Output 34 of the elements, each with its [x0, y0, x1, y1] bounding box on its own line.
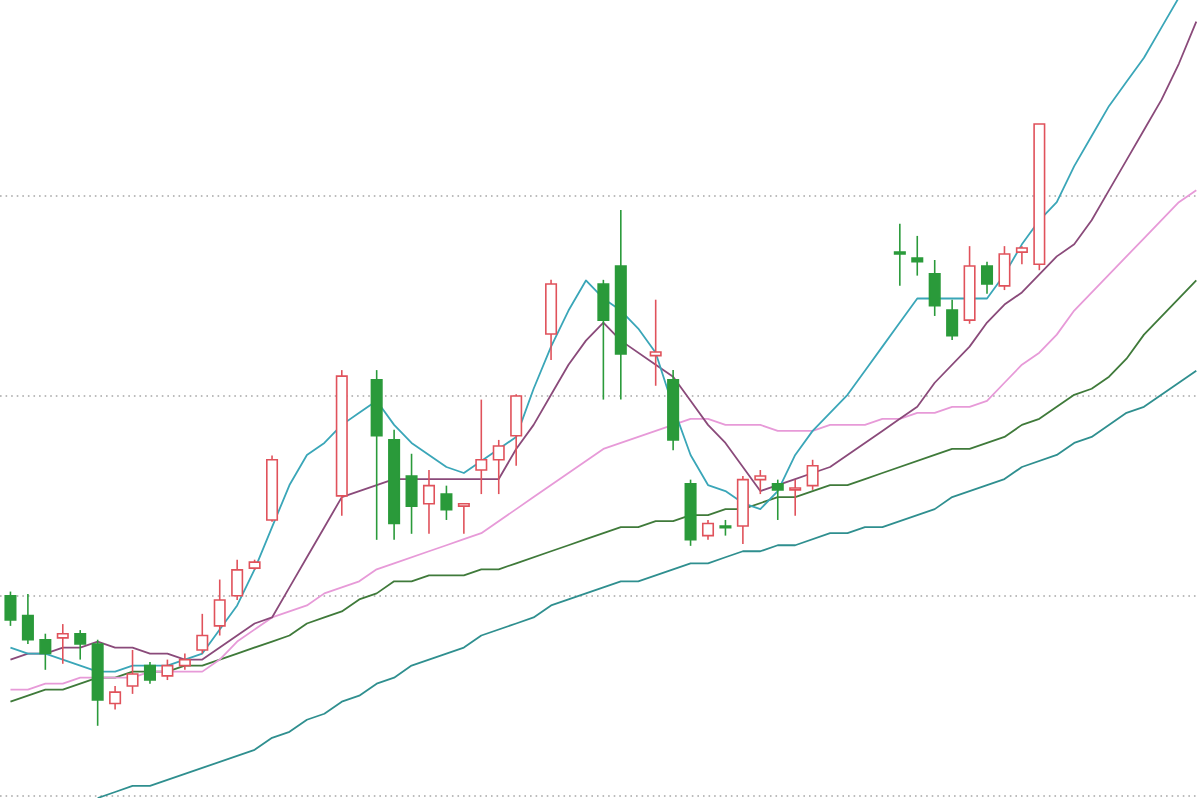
candlestick	[422, 469, 436, 535]
candlestick	[475, 398, 488, 495]
candlestick	[980, 260, 994, 295]
candlestick	[39, 632, 52, 671]
candlestick	[597, 279, 610, 401]
candlestick	[457, 502, 470, 535]
candlestick	[998, 245, 1011, 291]
candlestick	[196, 613, 209, 655]
candlestick	[213, 578, 226, 637]
candlestick	[946, 298, 959, 341]
candlestick	[736, 475, 749, 545]
candlestick	[806, 458, 819, 491]
candlestick	[405, 452, 418, 535]
candlestick	[649, 298, 662, 387]
candlestick	[789, 478, 802, 517]
candlestick	[1015, 245, 1028, 265]
candlestick	[701, 519, 715, 541]
candlestick	[4, 590, 17, 627]
candlestick	[911, 235, 924, 277]
candlestick	[109, 685, 122, 711]
candlestick	[126, 649, 139, 695]
candlestick	[21, 593, 34, 645]
candlestick	[440, 484, 453, 521]
candlestick	[492, 439, 505, 495]
candlestick	[771, 478, 784, 521]
candlestick	[928, 259, 941, 317]
candlestick	[510, 393, 523, 467]
candlestick	[754, 469, 767, 495]
candlestick	[161, 658, 174, 681]
candlestick	[231, 558, 244, 601]
candlestick	[74, 629, 87, 661]
candlestick	[893, 223, 906, 287]
candlestick	[143, 661, 156, 685]
candlestick	[56, 623, 69, 665]
